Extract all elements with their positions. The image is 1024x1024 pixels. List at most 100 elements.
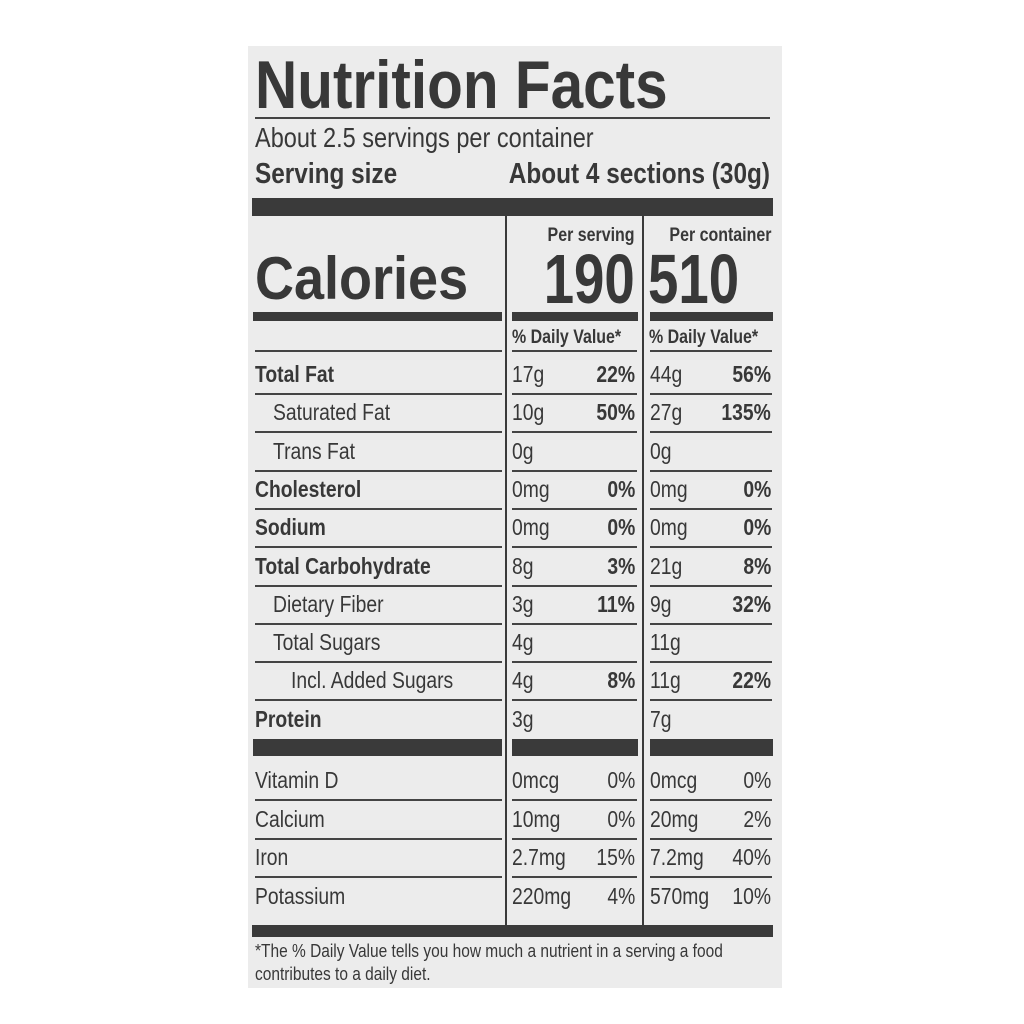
container-daily-value: 0%	[738, 508, 771, 546]
nutrient-name: Trans Fat	[273, 432, 371, 470]
row-divider	[255, 546, 502, 548]
serving-amount-text: 220mg	[512, 882, 572, 909]
serving-amount: 220mg	[512, 877, 582, 915]
serving-daily-value-text: 50%	[596, 399, 635, 426]
serving-amount-text: 10mg	[512, 805, 561, 832]
section-divider	[512, 739, 638, 756]
row-divider	[512, 585, 637, 587]
container-daily-value-text: 32%	[732, 590, 771, 617]
calories-divider	[512, 312, 638, 321]
row-divider	[512, 661, 637, 663]
calories-per-container: 510	[648, 244, 765, 314]
row-divider	[255, 508, 502, 510]
row-divider	[512, 699, 637, 701]
container-amount: 7g	[650, 700, 676, 738]
container-daily-value-text: 40%	[732, 844, 771, 871]
serving-amount-text: 17g	[512, 361, 545, 387]
row-divider	[650, 431, 772, 433]
calories-label: Calories	[255, 246, 492, 312]
servings-per-container: About 2.5 servings per container	[255, 122, 658, 154]
serving-amount: 3g	[512, 700, 538, 738]
container-daily-value: 2%	[738, 800, 771, 838]
container-amount-text: 7g	[650, 705, 672, 732]
container-daily-value: 135%	[712, 393, 771, 431]
container-amount: 0mg	[650, 470, 695, 508]
row-divider	[512, 350, 637, 352]
container-daily-value-text: 0%	[743, 767, 771, 793]
serving-daily-value: 11%	[590, 585, 635, 623]
serving-amount-text: 4g	[512, 667, 534, 694]
serving-daily-value: 0%	[602, 508, 635, 546]
container-daily-value: 0%	[738, 470, 771, 508]
nutrient-name: Dietary Fiber	[273, 585, 405, 623]
nutrient-name: Total Carbohydrate	[255, 547, 464, 585]
nutrient-name: Total Fat	[255, 355, 349, 393]
container-amount-text: 570mg	[650, 882, 710, 909]
serving-daily-value-text: 15%	[596, 844, 635, 871]
nutrient-name: Sodium	[255, 508, 339, 546]
row-divider	[650, 585, 772, 587]
title-text: Nutrition Facts	[255, 47, 668, 123]
serving-amount-text: 3g	[512, 590, 534, 617]
serving-daily-value-text: 0%	[607, 514, 635, 541]
row-divider	[255, 699, 502, 701]
row-divider	[255, 799, 502, 801]
per-container-text: Per container	[668, 225, 771, 246]
serving-amount-text: 2.7mg	[512, 844, 566, 871]
nutrient-name: Protein	[255, 700, 334, 738]
row-divider	[512, 838, 637, 840]
serving-daily-value-text: 0%	[607, 475, 635, 502]
container-amount: 11g	[650, 661, 687, 699]
row-divider	[512, 393, 637, 395]
nutrient-name-text: Iron	[255, 844, 289, 871]
nutrient-name-text: Vitamin D	[255, 767, 339, 793]
container-amount-text: 11g	[650, 667, 681, 694]
serving-amount: 10g	[512, 393, 550, 431]
label-title: Nutrition Facts	[255, 50, 735, 120]
container-amount: 7.2mg	[650, 838, 714, 876]
container-daily-value: 40%	[725, 838, 771, 876]
serving-amount-text: 0mg	[512, 514, 550, 541]
serving-daily-value-text: 11%	[597, 590, 635, 617]
serving-daily-value-text: 0%	[607, 767, 635, 793]
divider	[255, 117, 770, 119]
nutrient-name: Total Sugars	[273, 623, 401, 661]
container-amount: 9g	[650, 585, 676, 623]
serving-amount: 4g	[512, 661, 538, 699]
serving-daily-value-text: 0%	[607, 805, 635, 832]
container-daily-value-text: 0%	[743, 475, 771, 502]
container-daily-value-text: 2%	[743, 805, 771, 832]
nutrient-name-text: Protein	[255, 705, 322, 732]
thick-divider	[252, 198, 773, 216]
serving-daily-value: 0%	[602, 800, 635, 838]
column-divider	[505, 216, 507, 930]
serving-size-value-text: About 4 sections (30g)	[508, 158, 770, 190]
serving-amount: 0g	[512, 432, 538, 470]
container-daily-value: 56%	[725, 355, 771, 393]
row-divider	[255, 431, 502, 433]
row-divider	[650, 699, 772, 701]
serving-amount-text: 3g	[512, 705, 534, 732]
thick-divider	[252, 925, 773, 937]
footnote: *The % Daily Value tells you how much a …	[255, 940, 775, 986]
container-daily-value: 32%	[725, 585, 771, 623]
container-amount: 0mcg	[650, 761, 706, 799]
section-divider	[650, 739, 773, 756]
row-divider	[650, 470, 772, 472]
row-divider	[255, 470, 502, 472]
container-daily-value: 0%	[738, 761, 771, 799]
container-amount: 0g	[650, 432, 676, 470]
daily-value-header-serving: % Daily Value*	[512, 326, 642, 350]
serving-daily-value: 0%	[602, 761, 635, 799]
nutrient-name-text: Calcium	[255, 805, 325, 832]
row-divider	[512, 623, 637, 625]
container-daily-value-text: 10%	[732, 882, 771, 909]
container-amount: 11g	[650, 623, 687, 661]
section-divider	[253, 739, 502, 756]
container-amount-text: 0g	[650, 437, 672, 464]
row-divider	[512, 546, 637, 548]
calories-label-text: Calories	[255, 245, 469, 312]
serving-amount-text: 10g	[512, 399, 545, 426]
container-daily-value: 8%	[738, 547, 771, 585]
per-serving-label: Per serving	[531, 224, 634, 248]
